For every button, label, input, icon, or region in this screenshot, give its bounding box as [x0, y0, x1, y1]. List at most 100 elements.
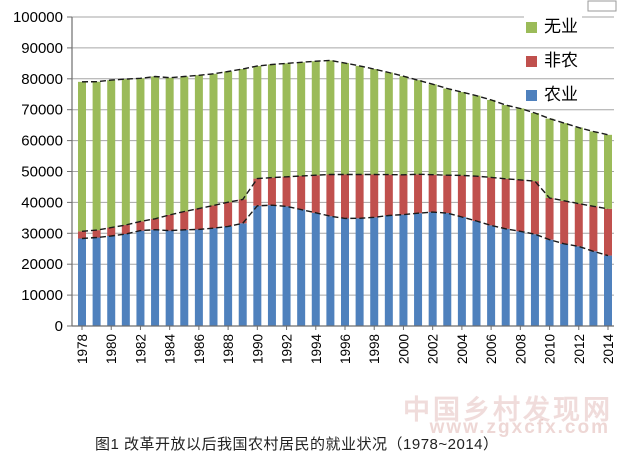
- bar-segment: [457, 175, 466, 218]
- y-tick-label: 70000: [21, 102, 63, 119]
- legend-item-nonfarm: 非农: [524, 50, 582, 72]
- bars: [78, 60, 612, 326]
- y-tick-label: 40000: [21, 194, 63, 211]
- bar-segment: [399, 174, 408, 215]
- bar-segment: [107, 236, 116, 326]
- dashed-boundary-lines: [81, 59, 609, 257]
- bar-segment: [457, 217, 466, 326]
- bar-segment: [530, 112, 539, 182]
- bar-segment: [209, 73, 218, 206]
- bar-segment: [78, 231, 86, 239]
- bar-segment: [151, 229, 160, 326]
- bar-segment: [443, 175, 452, 214]
- bar-segment: [224, 71, 233, 203]
- x-tick-label: 2000: [396, 334, 411, 364]
- bar-segment: [384, 174, 393, 216]
- bar-segment: [530, 234, 539, 326]
- bar-segment: [560, 200, 569, 244]
- watermark-site-name: 中国乡村发现网: [403, 395, 613, 425]
- bar-segment: [443, 88, 452, 176]
- x-tick-label: 1980: [104, 334, 119, 364]
- legend-label-unemployed: 无业: [544, 17, 578, 36]
- bar-segment: [545, 118, 554, 199]
- series-非农: [78, 174, 612, 256]
- bar-segment: [341, 63, 349, 175]
- bar-segment: [78, 81, 86, 232]
- bar-segment: [92, 237, 101, 326]
- bar-segment: [92, 230, 101, 238]
- bar-segment: [151, 218, 160, 230]
- y-tick-label: 80000: [21, 71, 63, 88]
- x-tick-label: 1998: [367, 334, 382, 364]
- bar-segment: [238, 69, 247, 200]
- bar-segment: [165, 230, 174, 326]
- x-tick-label: 1978: [75, 334, 90, 364]
- bar-segment: [165, 214, 174, 231]
- bar-segment: [370, 174, 379, 218]
- x-tick-label: 2004: [455, 334, 470, 365]
- x-tick-label: 2002: [426, 334, 441, 364]
- legend-swatch-agriculture: [526, 89, 537, 101]
- bar-segment: [384, 72, 393, 175]
- legend-label-nonfarm: 非农: [544, 51, 578, 70]
- y-tick-label: 30000: [21, 225, 63, 242]
- bar-segment: [107, 227, 116, 237]
- bar-segment: [399, 214, 408, 326]
- bar-segment: [574, 246, 583, 326]
- bar-segment: [589, 251, 598, 326]
- x-tick-label: 1996: [338, 334, 353, 364]
- x-tick-label: 2008: [513, 334, 528, 364]
- bar-segment: [370, 217, 379, 326]
- x-tick-label: 1994: [309, 334, 324, 365]
- y-tick-label: 60000: [21, 133, 63, 150]
- bar-segment: [457, 92, 466, 176]
- bar-segment: [267, 64, 276, 178]
- x-tick-label: 1984: [163, 334, 178, 365]
- bar-segment: [414, 174, 423, 214]
- series-无业: [78, 60, 612, 232]
- bar-segment: [414, 80, 423, 175]
- bar-segment: [516, 108, 525, 180]
- bar-segment: [326, 60, 335, 175]
- x-tick-label: 2010: [543, 334, 558, 364]
- x-tick-label: 2012: [572, 334, 587, 364]
- bar-segment: [428, 212, 437, 326]
- bar-segment: [472, 95, 481, 177]
- bar-segment: [399, 76, 408, 175]
- bar-segment: [253, 205, 262, 326]
- x-tick-label: 2006: [484, 334, 499, 364]
- x-axis-tick-labels: 1978 1980 1982 1984 1986 1988 1990 1992 1994 1996…: [75, 326, 616, 364]
- bar-segment: [267, 205, 276, 326]
- x-tick-label: 1982: [133, 334, 148, 364]
- bar-segment: [589, 131, 598, 207]
- bar-segment: [355, 65, 364, 175]
- bar-segment: [501, 178, 510, 229]
- x-tick-label: 1992: [280, 334, 295, 364]
- bar-segment: [516, 231, 525, 326]
- bar-segment: [194, 229, 203, 326]
- y-tick-label: 0: [55, 318, 63, 335]
- bar-segment: [253, 178, 262, 206]
- y-tick-label: 100000: [13, 9, 63, 26]
- bar-segment: [194, 208, 203, 230]
- legend-label-agriculture: 农业: [544, 85, 578, 104]
- bar-segment: [487, 225, 496, 326]
- bar-segment: [253, 66, 262, 179]
- corner-box-artifact: [587, 0, 617, 12]
- bar-segment: [604, 208, 612, 256]
- bar-segment: [311, 175, 320, 213]
- bar-segment: [384, 215, 393, 326]
- bar-segment: [574, 127, 583, 204]
- bar-segment: [487, 177, 496, 226]
- bar-segment: [428, 84, 437, 175]
- bar-segment: [121, 79, 130, 226]
- bar-segment: [282, 176, 291, 207]
- bar-segment: [472, 176, 481, 222]
- bar-segment: [224, 226, 233, 326]
- legend-swatch-nonfarm: [526, 55, 537, 67]
- bar-segment: [136, 221, 145, 231]
- bar-segment: [414, 213, 423, 326]
- bar-segment: [370, 69, 379, 175]
